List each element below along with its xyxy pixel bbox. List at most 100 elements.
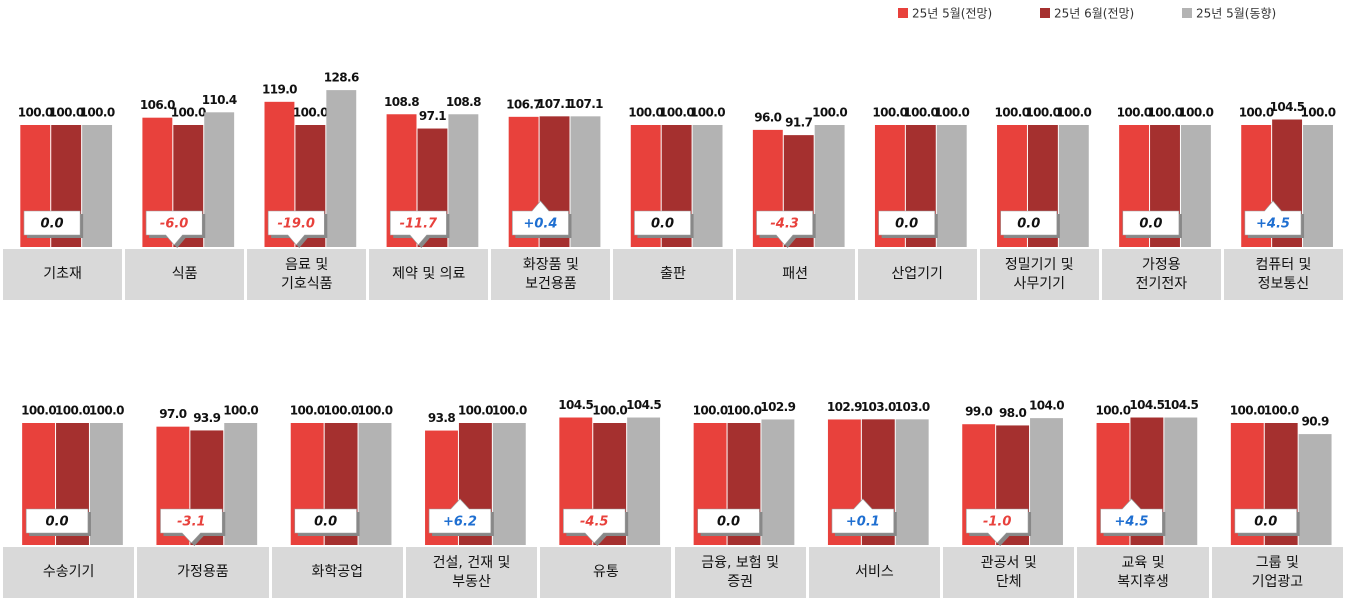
change-box — [25, 508, 89, 534]
category-label: 화학공업 — [271, 547, 403, 598]
change-label: 0.0 — [717, 515, 740, 530]
value-label: 100.0 — [693, 404, 728, 418]
category-label: 가정용 전기전자 — [1101, 249, 1221, 300]
category-label: 제약 및 의료 — [369, 249, 489, 300]
value-label: 100.0 — [903, 106, 938, 120]
change-label: -4.3 — [770, 217, 798, 232]
bar — [692, 125, 723, 247]
category-label: 금융, 보험 및 증권 — [674, 547, 806, 598]
value-label: 90.9 — [1301, 415, 1328, 429]
value-label: 100.0 — [592, 404, 627, 418]
bar — [326, 90, 357, 247]
value-label: 100.0 — [492, 404, 527, 418]
value-label: 91.7 — [785, 116, 812, 130]
bar — [1164, 417, 1198, 545]
value-label: 128.6 — [324, 71, 359, 85]
value-label: 100.0 — [1178, 106, 1213, 120]
value-label: 107.1 — [568, 97, 603, 111]
bar — [570, 116, 601, 247]
value-label: 100.0 — [49, 106, 84, 120]
value-label: 100.0 — [1096, 404, 1131, 418]
change-label: 0.0 — [1254, 515, 1277, 530]
value-label: 104.0 — [1029, 399, 1064, 413]
category-label: 식품 — [125, 249, 245, 300]
value-label: 98.0 — [999, 406, 1026, 420]
change-box — [1000, 210, 1058, 236]
value-label: 100.0 — [690, 106, 725, 120]
value-label: 119.0 — [262, 82, 297, 96]
category-label: 수송기기 — [3, 547, 135, 598]
bar — [1298, 434, 1332, 545]
change-label: +4.5 — [1256, 217, 1290, 232]
change-box — [634, 210, 691, 236]
change-box — [756, 210, 813, 246]
change-box — [563, 508, 626, 544]
value-label: 103.0 — [895, 400, 930, 414]
value-label: 110.4 — [202, 93, 237, 107]
value-label: 100.0 — [223, 404, 258, 418]
change-label: +4.5 — [1115, 515, 1149, 530]
value-label: 107.1 — [537, 97, 572, 111]
change-box — [428, 498, 492, 534]
bar — [761, 419, 795, 545]
value-label: 100.0 — [171, 106, 206, 120]
category-label: 음료 및 기호식품 — [247, 249, 367, 300]
bar — [627, 417, 661, 545]
value-label: 100.0 — [934, 106, 969, 120]
category-label: 패션 — [735, 249, 855, 300]
bar — [1180, 125, 1211, 247]
change-box — [1100, 498, 1163, 534]
change-label: -19.0 — [277, 217, 314, 232]
value-label: 100.0 — [18, 106, 53, 120]
value-label: 99.0 — [965, 405, 992, 419]
value-label: 100.0 — [1264, 404, 1299, 418]
category-label: 출판 — [613, 249, 733, 300]
category-label: 그룹 및 기업광고 — [1211, 547, 1343, 598]
category-label: 화장품 및 보건용품 — [491, 249, 611, 300]
value-label: 100.0 — [628, 106, 663, 120]
value-label: 100.0 — [21, 404, 56, 418]
category-label: 컴퓨터 및 정보통신 — [1223, 249, 1343, 300]
value-label: 100.0 — [1117, 106, 1152, 120]
change-label: 0.0 — [1017, 217, 1040, 232]
bar — [1030, 418, 1063, 545]
value-label: 100.0 — [89, 404, 124, 418]
change-label: +0.4 — [523, 217, 557, 232]
value-label: 97.0 — [159, 407, 186, 421]
bar — [936, 125, 967, 247]
legend-label: 25년 5월(동향) — [1196, 7, 1276, 21]
value-label: 104.5 — [1163, 398, 1198, 412]
value-label: 104.5 — [626, 398, 661, 412]
legend-swatch — [898, 8, 908, 18]
value-label: 108.8 — [446, 95, 481, 109]
value-label: 93.8 — [428, 411, 455, 425]
value-label: 100.0 — [358, 404, 393, 418]
bar — [82, 125, 113, 247]
bar — [204, 112, 235, 247]
change-box — [23, 210, 81, 236]
change-box — [1122, 210, 1180, 236]
bar — [224, 423, 258, 545]
change-box — [389, 210, 447, 246]
value-label: 104.5 — [558, 398, 593, 412]
change-label: 0.0 — [41, 217, 64, 232]
value-label: 100.0 — [1230, 404, 1265, 418]
value-label: 100.0 — [1025, 106, 1060, 120]
change-label: 0.0 — [651, 217, 674, 232]
change-box — [294, 508, 357, 534]
change-label: -3.1 — [177, 515, 205, 530]
value-label: 93.9 — [193, 411, 220, 425]
bar — [448, 114, 479, 247]
bar — [814, 125, 845, 247]
change-box — [1244, 200, 1302, 236]
value-label: 104.5 — [1270, 100, 1305, 114]
category-label: 유통 — [540, 547, 672, 598]
legend-swatch — [1040, 8, 1050, 18]
value-label: 106.7 — [506, 97, 541, 111]
change-box — [160, 508, 223, 544]
value-label: 100.0 — [80, 106, 115, 120]
change-box — [697, 508, 760, 534]
change-box — [831, 498, 895, 534]
category-label: 가정용품 — [137, 547, 269, 598]
